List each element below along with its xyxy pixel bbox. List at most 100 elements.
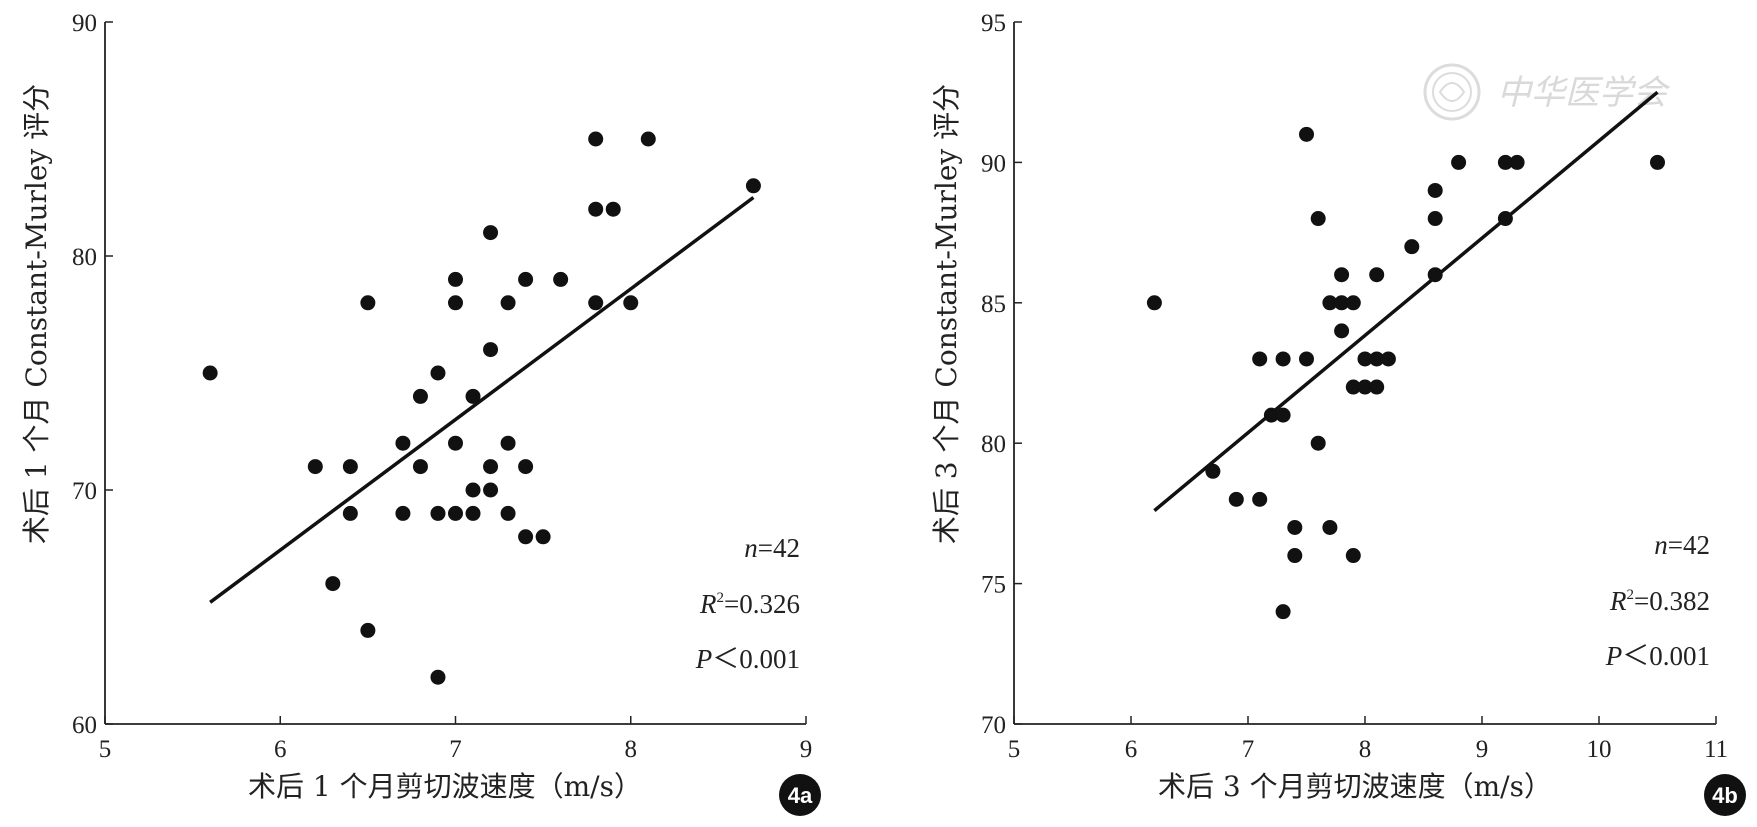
- data-point: [1252, 491, 1268, 507]
- data-point: [412, 459, 428, 475]
- data-point: [1275, 407, 1291, 423]
- panel-4b-stat-n: n=42: [1654, 530, 1710, 560]
- panel-4b-stat-p: P＜0.001: [1605, 641, 1710, 671]
- data-point: [430, 365, 446, 381]
- data-point: [1322, 519, 1338, 535]
- panel-4a-x-axis-label: 术后 1 个月剪切波速度（m/s）: [248, 770, 642, 803]
- y-tick-label: 60: [72, 712, 97, 739]
- data-point: [500, 295, 516, 311]
- watermark-text: 中华医学会: [1497, 73, 1671, 113]
- data-point: [553, 271, 569, 287]
- data-point: [342, 459, 358, 475]
- data-point: [500, 435, 516, 451]
- data-point: [1380, 351, 1396, 367]
- data-point: [1345, 379, 1361, 395]
- panel-4a-stat-n: n=42: [744, 533, 800, 563]
- data-point: [1275, 351, 1291, 367]
- data-point: [1369, 351, 1385, 367]
- data-point: [307, 459, 323, 475]
- panel-4a-points: [202, 131, 761, 685]
- panel-4a-badge-label: 4a: [788, 783, 813, 808]
- data-point: [1146, 295, 1162, 311]
- panel-4b-ticks: 5 6 7 8 9 10 11 70 75 80 85 90 95: [981, 10, 1728, 763]
- data-point: [1357, 351, 1373, 367]
- x-tick-label: 7: [1242, 736, 1255, 763]
- panel-4b-stat-r2: R2=0.382: [1609, 586, 1710, 616]
- y-tick-label: 70: [981, 712, 1006, 739]
- data-point: [745, 178, 761, 194]
- data-point: [1509, 154, 1525, 170]
- panel-4b-x-axis-label: 术后 3 个月剪切波速度（m/s）: [1158, 770, 1552, 803]
- data-point: [448, 505, 463, 521]
- panel-4a: 5 6 7 8 9 60 70 80 90 术后 1 个月剪切波速度（m/s） 术后 1 个月 …: [20, 10, 821, 816]
- data-point: [588, 295, 604, 311]
- panel-4a-fit-line: [209, 196, 755, 604]
- data-point: [1345, 295, 1361, 311]
- panel-4a-ticks: 5 6 7 8 9 60 70 80 90: [72, 10, 812, 763]
- data-point: [500, 505, 516, 521]
- data-point: [1252, 351, 1268, 367]
- data-point: [1334, 323, 1350, 339]
- data-point: [360, 295, 376, 311]
- data-point: [1427, 182, 1443, 198]
- panel-4a-stats: n=42 R2=0.326 P＜0.001: [695, 533, 800, 674]
- data-point: [640, 131, 656, 147]
- data-point: [412, 388, 428, 404]
- data-point: [1369, 379, 1385, 395]
- data-point: [1369, 267, 1385, 283]
- data-point: [1334, 295, 1350, 311]
- data-point: [483, 342, 499, 358]
- data-point: [465, 482, 481, 498]
- data-point: [1650, 154, 1665, 170]
- y-tick-label: 70: [72, 478, 97, 505]
- data-point: [430, 669, 446, 685]
- data-point: [465, 388, 481, 404]
- panel-4a-badge: 4a: [779, 774, 821, 816]
- data-point: [483, 225, 499, 241]
- data-point: [518, 529, 534, 545]
- data-point: [1451, 154, 1467, 170]
- panel-4b-axes: [1013, 22, 1716, 725]
- watermark-seal-icon: [1423, 63, 1481, 121]
- panel-4b-y-axis-label: 术后 3 个月 Constant-Murley 评分: [930, 84, 963, 544]
- data-point: [1228, 491, 1244, 507]
- y-tick-label: 80: [981, 431, 1006, 458]
- data-point: [448, 435, 463, 451]
- data-point: [588, 201, 604, 217]
- data-point: [1357, 379, 1373, 395]
- panel-4a-stat-p: P＜0.001: [695, 644, 800, 674]
- panel-4b-stats: n=42 R2=0.382 P＜0.001: [1605, 530, 1710, 671]
- panel-4b-points: [1146, 126, 1665, 620]
- y-tick-label: 85: [981, 291, 1006, 318]
- data-point: [518, 271, 534, 287]
- data-point: [1299, 351, 1314, 367]
- data-point: [395, 435, 411, 451]
- data-point: [518, 459, 534, 475]
- data-point: [325, 576, 341, 592]
- data-point: [1287, 548, 1303, 564]
- x-tick-label: 9: [800, 736, 813, 763]
- data-point: [1310, 211, 1326, 227]
- data-point: [465, 505, 481, 521]
- y-tick-label: 95: [981, 10, 1006, 37]
- x-tick-label: 6: [274, 736, 287, 763]
- data-point: [342, 505, 358, 521]
- x-tick-label: 5: [1008, 736, 1021, 763]
- data-point: [1205, 463, 1221, 479]
- data-point: [360, 622, 376, 638]
- data-point: [1322, 295, 1338, 311]
- data-point: [1404, 239, 1420, 255]
- x-tick-label: 6: [1125, 736, 1138, 763]
- x-tick-label: 8: [625, 736, 638, 763]
- data-point: [1310, 435, 1326, 451]
- data-point: [483, 482, 499, 498]
- data-point: [588, 131, 604, 147]
- data-point: [430, 505, 446, 521]
- data-point: [623, 295, 639, 311]
- x-tick-label: 8: [1359, 736, 1372, 763]
- data-point: [202, 365, 218, 381]
- y-tick-label: 75: [981, 572, 1006, 599]
- data-point: [1345, 548, 1361, 564]
- x-tick-label: 7: [449, 736, 462, 763]
